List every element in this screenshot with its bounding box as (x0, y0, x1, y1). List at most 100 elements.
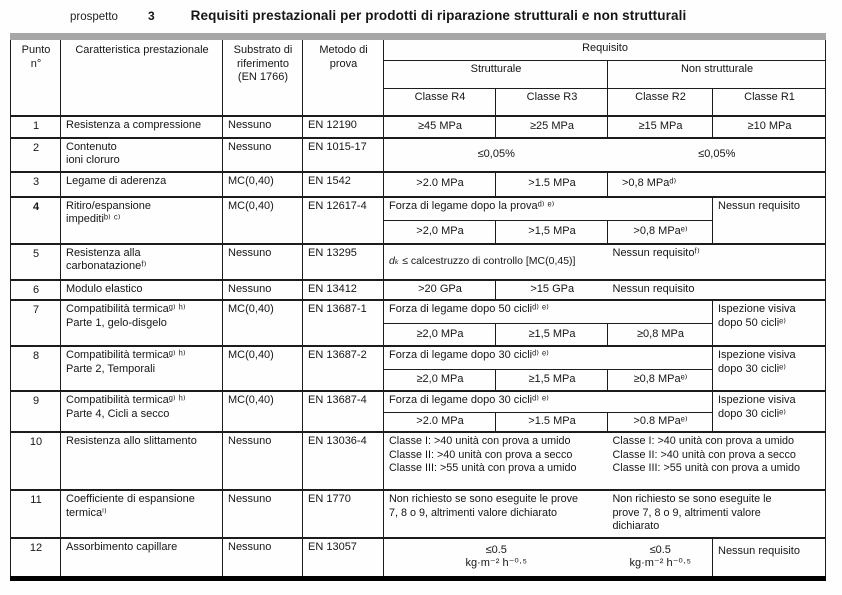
value-r3-cell: >1.5 MPa (495, 170, 608, 197)
value-r4-cell: ≥2,0 MPa (383, 368, 496, 392)
table-row: 8 Compatibilità termicaᵍ⁾ ʰ⁾ Parte 2, Te… (10, 345, 827, 392)
characteristic-cell: Compatibilità termicaᵍ⁾ ʰ⁾ Parte 4, Cicl… (60, 390, 223, 433)
characteristic-cell: Assorbimento capillare (60, 537, 223, 579)
test-method-cell: EN 1015-17 (302, 136, 384, 172)
caption-number: 3 (147, 9, 155, 23)
row-number-cell: 8 (10, 345, 61, 392)
value-structural-cell: ≤0.5 kg·m⁻² h⁻⁰·⁵ (383, 537, 608, 579)
value-structural-cell: ≤0,05% (383, 136, 608, 172)
value-r1-cell: Ispezione visiva dopo 30 cicliᵉ⁾ (711, 345, 827, 392)
characteristic-cell: Ritiro/espansione impeditiᵇ⁾ ᶜ⁾ (60, 195, 223, 244)
value-nonstructural-cell: Non richiesto se sono eseguite le prove … (607, 489, 827, 539)
value-r1-cell: Nessun requisito (711, 537, 827, 579)
table-row: 11 Coefficiente di espansione termicaⁱ⁾ … (10, 489, 827, 539)
value-nonstructural-cell: Classe I: >40 unità con prova a umido Cl… (607, 431, 827, 491)
formula-text: ≤ calcestruzzo di controllo [MC(0,45)] (402, 254, 576, 267)
characteristic-cell: Resistenza alla carbonatazioneᶠ⁾ (60, 242, 223, 280)
table-row: 5 Resistenza alla carbonatazioneᶠ⁾ Nessu… (10, 242, 827, 280)
row-number-cell: 10 (10, 431, 61, 491)
test-method-cell: EN 12190 (302, 114, 384, 138)
header-requisito: Requisito (382, 36, 827, 61)
value-r2-cell: ≥0,8 MPaᵉ⁾ (607, 368, 713, 392)
test-method-cell: EN 13687-4 (302, 390, 384, 433)
header-classe-r2: Classe R2 (607, 88, 713, 116)
value-r4-cell: ≥45 MPa (383, 114, 496, 138)
substrate-cell: Nessuno (222, 537, 303, 579)
value-r3-cell: >1.5 MPa (495, 411, 608, 433)
test-method-cell: EN 13687-1 (302, 299, 384, 347)
value-r2-r1-cell: Nessun requisito (607, 278, 827, 301)
header-strutturale: Strutturale (383, 60, 608, 89)
caption-title: Requisiti prestazionali per prodotti di … (190, 8, 687, 23)
value-r3-cell: >1,5 MPa (495, 220, 608, 244)
requirements-table: Punto n° Caratteristica prestazionale Su… (10, 33, 827, 581)
header-substrato: Substrato di riferimento (EN 1766) (222, 36, 303, 116)
value-r2-cell: ≤0.5 kg·m⁻² h⁻⁰·⁵ (607, 537, 713, 579)
header-caratteristica: Caratteristica prestazionale (60, 36, 223, 116)
value-r4-cell: >20 GPa (383, 278, 496, 301)
header-classe-r3: Classe R3 (495, 88, 608, 116)
value-r2-r1-cell: >0,8 MPaᵈ⁾ (606, 170, 827, 197)
value-r1-cell: Nessun requisito (711, 195, 827, 244)
bond-strength-header-cell: Forza di legame dopo la provaᵈ⁾ ᵉ⁾ (383, 195, 713, 221)
value-r2-cell: ≥15 MPa (607, 114, 713, 138)
row-number-cell: 1 (10, 114, 61, 138)
header-classe-r1: Classe R1 (711, 88, 827, 116)
table-subrow: >2,0 MPa >1,5 MPa >0,8 MPaᵉ⁾ (11, 220, 826, 244)
value-r4-cell: >2,0 MPa (383, 220, 496, 244)
characteristic-cell: Resistenza allo slittamento (60, 431, 223, 491)
bond-strength-header-cell: Forza di legame dopo 30 cicliᵈ⁾ ᵉ⁾ (383, 390, 713, 413)
row-number-cell: 3 (10, 170, 61, 197)
substrate-cell: MC(0,40) (222, 195, 303, 244)
value-r3-cell: ≥1,5 MPa (495, 368, 608, 392)
characteristic-cell: Contenuto ioni cloruro (60, 136, 223, 172)
substrate-cell: Nessuno (222, 431, 303, 491)
test-method-cell: EN 1770 (302, 489, 384, 539)
table-row: 3 Legame di aderenza MC(0,40) EN 1542 >2… (10, 170, 827, 197)
substrate-cell: Nessuno (222, 114, 303, 138)
carbonation-formula-cell: dₖ ≤ calcestruzzo di controllo [MC(0,45)… (383, 242, 608, 280)
row-number-cell: 4 (10, 195, 61, 244)
substrate-cell: MC(0,40) (222, 345, 303, 392)
table-subrow: >2.0 MPa >1.5 MPa >0.8 MPaᵉ⁾ (11, 411, 826, 433)
value-structural-cell: Classe I: >40 unità con prova a umido Cl… (383, 431, 608, 491)
substrate-cell: MC(0,40) (222, 170, 303, 197)
test-method-cell: EN 13687-2 (302, 345, 384, 392)
value-r3-cell: ≥25 MPa (495, 114, 608, 138)
substrate-cell: Nessuno (222, 136, 303, 172)
header-row-3: Classe R4 Classe R3 Classe R2 Classe R1 (11, 88, 827, 116)
value-r2-cell: >0.8 MPaᵉ⁾ (607, 411, 713, 433)
header-row-1: Punto n° Caratteristica prestazionale Su… (10, 36, 827, 116)
row-number-cell: 6 (10, 278, 61, 301)
row-number-cell: 5 (10, 242, 61, 280)
table-row: 7 Compatibilità termicaᵍ⁾ ʰ⁾ Parte 1, ge… (10, 299, 827, 347)
value-r3-cell: >15 GPa (495, 278, 608, 301)
characteristic-cell: Compatibilità termicaᵍ⁾ ʰ⁾ Parte 2, Temp… (60, 345, 223, 392)
substrate-cell: Nessuno (222, 278, 303, 301)
header-row-2: Strutturale Non strutturale (11, 60, 827, 89)
value-r4-cell: >2.0 MPa (383, 411, 496, 433)
value-r4-cell: ≥2,0 MPa (383, 322, 496, 347)
bond-strength-header-cell: Forza di legame dopo 30 cicliᵈ⁾ ᵉ⁾ (383, 345, 713, 370)
test-method-cell: EN 1542 (302, 170, 384, 197)
row-number-cell: 7 (10, 299, 61, 347)
table-row: 12 Assorbimento capillare Nessuno EN 130… (10, 537, 827, 579)
row-number-cell: 11 (10, 489, 61, 539)
header-metodo: Metodo di prova (302, 36, 384, 116)
substrate-cell: Nessuno (222, 242, 303, 280)
value-r1-cell: Ispezione visiva dopo 50 cicliᵉ⁾ (711, 299, 827, 347)
value-structural-cell: Non richiesto se sono eseguite le prove … (383, 489, 608, 539)
substrate-cell: MC(0,40) (222, 299, 303, 347)
header-non-strutturale: Non strutturale (606, 60, 827, 89)
formula-symbol: dₖ (389, 254, 400, 267)
test-method-cell: EN 12617-4 (302, 195, 384, 244)
characteristic-cell: Compatibilità termicaᵍ⁾ ʰ⁾ Parte 1, gelo… (60, 299, 223, 347)
table-row: 9 Compatibilità termicaᵍ⁾ ʰ⁾ Parte 4, Ci… (10, 390, 827, 433)
row-number-cell: 12 (10, 537, 61, 579)
bond-strength-header-cell: Forza di legame dopo 50 cicliᵈ⁾ ᵉ⁾ (383, 299, 713, 324)
table-subrow: ≥2,0 MPa ≥1,5 MPa ≥0,8 MPaᵉ⁾ (11, 368, 826, 392)
table-row: 10 Resistenza allo slittamento Nessuno E… (10, 431, 827, 491)
test-method-cell: EN 13412 (302, 278, 384, 301)
table-row: 2 Contenuto ioni cloruro Nessuno EN 1015… (10, 136, 827, 172)
